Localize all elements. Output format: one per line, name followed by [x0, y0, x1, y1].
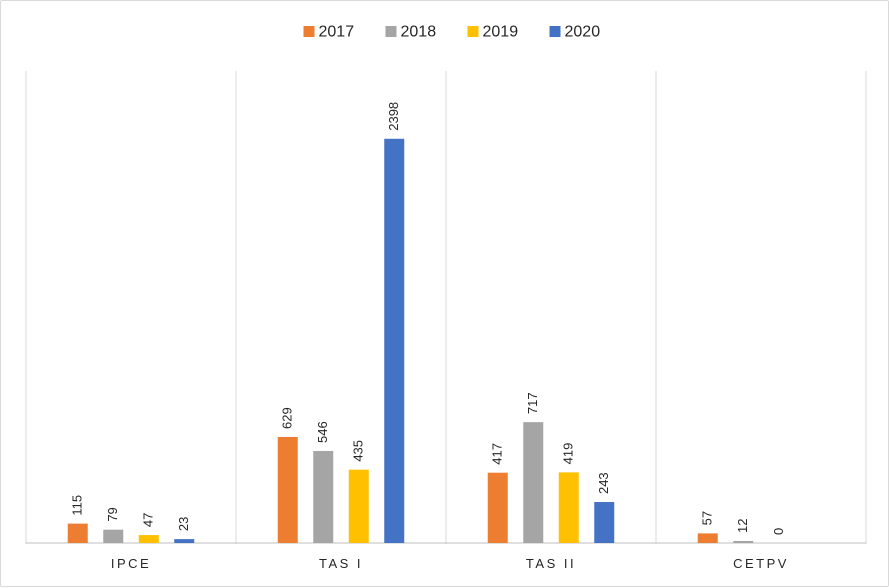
- bar-tas-ii-2020: [594, 502, 615, 543]
- data-label: 57: [700, 511, 715, 525]
- bar-ipce-2020: [174, 539, 195, 543]
- data-label: 243: [596, 472, 611, 494]
- data-label: 419: [561, 443, 576, 465]
- bar-tas-i-2020: [384, 138, 405, 543]
- category-label: CETPV: [733, 556, 789, 571]
- legend-label-2018: 2018: [401, 24, 437, 41]
- category-label: TAS I: [319, 556, 363, 571]
- legend-swatch-2019: [467, 26, 479, 37]
- data-label: 417: [490, 443, 505, 465]
- data-label: 0: [771, 528, 786, 535]
- bar-tas-i-2017: [277, 436, 298, 543]
- data-label: 546: [315, 421, 330, 443]
- category-label: IPCE: [111, 556, 151, 571]
- data-label: 115: [70, 495, 85, 516]
- category-label: TAS II: [526, 556, 576, 571]
- legend-label-2017: 2017: [319, 24, 355, 41]
- bar-ipce-2018: [103, 529, 124, 543]
- bar-ipce-2019: [138, 535, 159, 543]
- data-label: 79: [105, 507, 120, 521]
- bar-tas-ii-2018: [523, 422, 544, 543]
- bar-tas-i-2019: [348, 469, 369, 543]
- data-label: 47: [141, 513, 156, 527]
- legend-swatch-2017: [303, 26, 315, 37]
- bar-tas-ii-2017: [487, 472, 508, 543]
- legend-label-2019: 2019: [483, 24, 519, 41]
- legend-label-2020: 2020: [565, 24, 601, 41]
- bar-tas-ii-2019: [558, 472, 579, 543]
- data-label: 12: [735, 519, 750, 533]
- bar-cetpv-2017: [697, 533, 718, 543]
- data-label: 717: [525, 392, 540, 414]
- data-label: 435: [351, 440, 366, 462]
- data-label: 2398: [386, 102, 401, 131]
- bar-cetpv-2018: [733, 540, 754, 543]
- data-label: 23: [176, 517, 191, 531]
- legend-swatch-2018: [385, 26, 397, 37]
- legend-swatch-2020: [549, 26, 561, 37]
- data-label: 629: [280, 407, 295, 429]
- bar-tas-i-2018: [313, 450, 334, 543]
- bar-ipce-2017: [67, 523, 88, 543]
